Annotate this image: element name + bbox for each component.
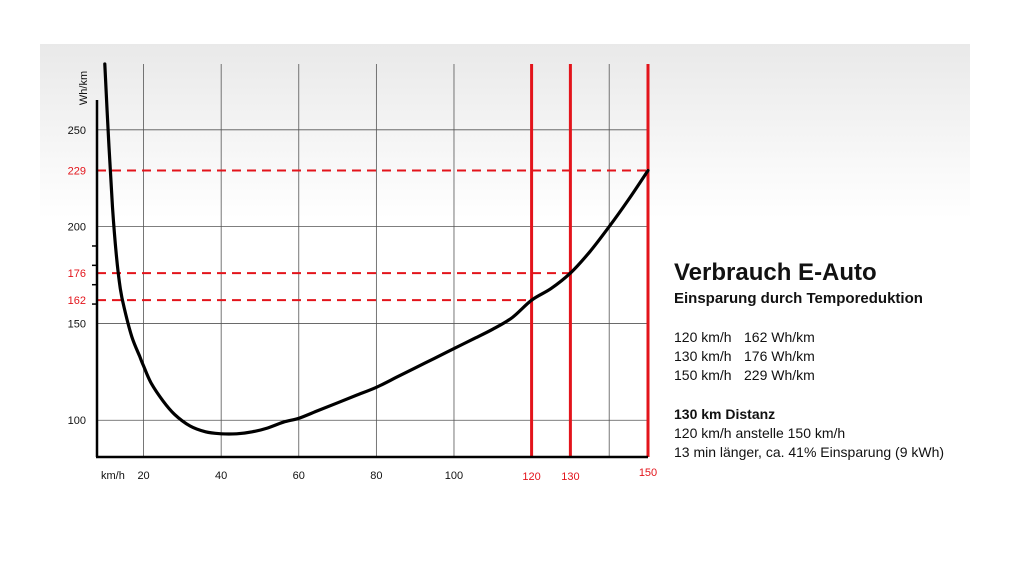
info-row: 130 km/h 176 Wh/km bbox=[674, 347, 994, 366]
highlight-x-label: 120 bbox=[522, 471, 540, 483]
highlight-x-label: 130 bbox=[561, 471, 579, 483]
x-tick-label: 60 bbox=[293, 470, 305, 482]
info-row-value: 229 Wh/km bbox=[744, 367, 815, 383]
info-subtitle: Einsparung durch Temporeduktion bbox=[674, 290, 923, 307]
info-row-speed: 120 km/h bbox=[674, 329, 732, 345]
info-row-speed: 150 km/h bbox=[674, 367, 732, 383]
y-tick-label: 200 bbox=[68, 222, 86, 234]
highlight-y-label: 229 bbox=[68, 165, 86, 177]
distance-line-1: 120 km/h anstelle 150 km/h bbox=[674, 425, 846, 441]
x-tick-label: 80 bbox=[370, 470, 382, 482]
x-tick-label: 20 bbox=[137, 470, 149, 482]
info-row-value: 162 Wh/km bbox=[744, 329, 815, 345]
info-row: 120 km/h 162 Wh/km bbox=[674, 328, 994, 347]
highlight-y-label: 176 bbox=[68, 268, 86, 280]
highlight-y-label: 162 bbox=[68, 295, 86, 307]
distance-heading: 130 km Distanz bbox=[674, 406, 776, 422]
y-tick-label: 100 bbox=[68, 415, 86, 427]
info-row-value: 176 Wh/km bbox=[744, 348, 815, 364]
info-row: 150 km/h 229 Wh/km bbox=[674, 366, 994, 385]
highlight-x-label: 150 bbox=[639, 467, 657, 479]
axes bbox=[92, 100, 648, 459]
y-axis-label: Wh/km bbox=[78, 71, 90, 105]
info-title: Verbrauch E-Auto bbox=[674, 259, 877, 286]
distance-line-2: 13 min länger, ca. 41% Einsparung (9 kWh… bbox=[674, 444, 945, 460]
x-axis-label: km/h bbox=[101, 470, 125, 482]
grid-lines bbox=[97, 64, 649, 457]
x-tick-label: 100 bbox=[445, 470, 463, 482]
y-tick-label: 250 bbox=[68, 125, 86, 137]
y-tick-label: 150 bbox=[68, 318, 86, 330]
axis-labels: Wh/km km/h 100 150 200 250 20 40 60 80 100 229 176… bbox=[68, 71, 658, 483]
info-row-speed: 130 km/h bbox=[674, 348, 732, 364]
consumption-curve bbox=[103, 62, 650, 436]
x-tick-label: 40 bbox=[215, 470, 227, 482]
highlight-lines bbox=[97, 64, 650, 457]
info-panel: Verbrauch E-Auto Einsparung durch Tempor… bbox=[674, 258, 994, 462]
